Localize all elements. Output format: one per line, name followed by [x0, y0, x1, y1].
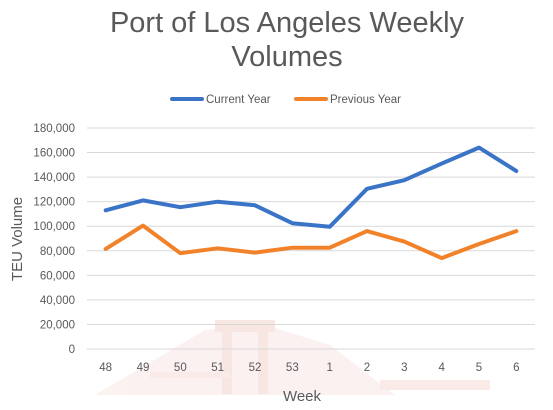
legend-label-previous-year: Previous Year	[330, 94, 401, 106]
gridlines	[87, 127, 535, 350]
legend: Current Year Previous Year	[170, 94, 401, 106]
x-tick-label: 52	[249, 362, 262, 374]
x-tick-label: 6	[513, 362, 519, 374]
x-tick-label: 2	[364, 362, 370, 374]
series-line-previous-year	[103, 223, 519, 261]
x-tick-label: 1	[326, 362, 332, 374]
series-lines	[103, 145, 519, 261]
x-tick-label: 49	[137, 362, 150, 374]
y-tick-label: 140,000	[33, 172, 75, 184]
y-tick-label: 40,000	[40, 295, 75, 307]
legend-label-current-year: Current Year	[206, 94, 271, 106]
y-tick-label: 180,000	[33, 123, 75, 135]
x-tick-label: 4	[438, 362, 445, 374]
chart-title-line-2: Volumes	[231, 41, 342, 73]
y-tick-label: 0	[69, 344, 75, 356]
y-tick-label: 100,000	[33, 221, 75, 233]
background-watermark	[95, 320, 490, 395]
y-tick-label: 80,000	[40, 246, 75, 258]
x-tick-label: 5	[476, 362, 482, 374]
x-tick-label: 51	[211, 362, 224, 374]
x-axis-title: Week	[283, 388, 322, 405]
x-tick-label: 3	[401, 362, 407, 374]
chart-title-line-1: Port of Los Angeles Weekly	[110, 7, 465, 39]
y-axis-title: TEU Volume	[9, 197, 26, 281]
x-tick-label: 50	[174, 362, 187, 374]
y-axis-ticks: 0 20,000 40,000 60,000 80,000 100,000 120,000 1…	[33, 123, 75, 356]
series-line-current-year	[103, 145, 519, 229]
x-axis-ticks: 48 49 50 51 52 53 1 2 3 4 5 6	[99, 362, 519, 374]
y-tick-label: 20,000	[40, 319, 75, 331]
y-tick-label: 160,000	[33, 148, 75, 160]
x-tick-label: 48	[99, 362, 112, 374]
y-tick-label: 120,000	[33, 197, 75, 209]
y-tick-label: 60,000	[40, 270, 75, 282]
x-tick-label: 53	[286, 362, 299, 374]
